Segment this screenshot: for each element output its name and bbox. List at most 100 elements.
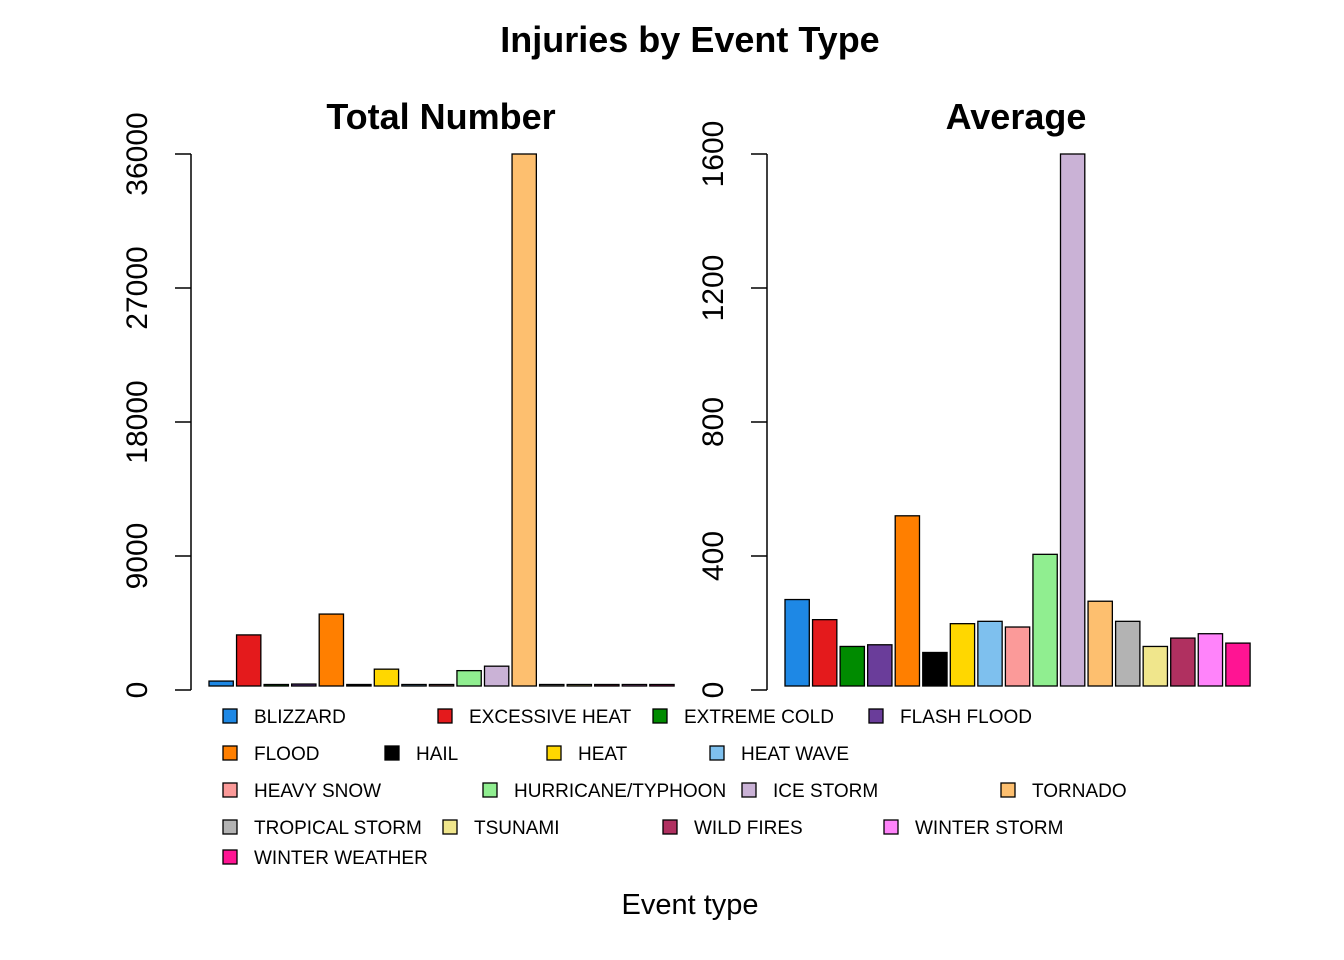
legend-label-hurricane-typhoon: HURRICANE/TYPHOON	[514, 781, 726, 802]
panel-total-number: Total Number 0 9000 18000 27000 36000	[121, 96, 675, 698]
bar-total-number-tornado	[511, 153, 537, 687]
bar-total-number-flood	[318, 613, 345, 687]
bar-average-flood	[894, 515, 921, 687]
legend-item-blizzard: BLIZZARD	[222, 707, 346, 728]
legend-swatch-flash-flood	[868, 708, 884, 724]
legend-label-heavy-snow: HEAVY SNOW	[254, 781, 381, 802]
bar-average-heat-wave	[977, 620, 1003, 687]
legend-item-tornado: TORNADO	[1000, 781, 1127, 802]
legend: BLIZZARD EXCESSIVE HEAT EXTREME COLD FLASH …	[222, 707, 1127, 869]
legend-item-flood: FLOOD	[222, 744, 319, 765]
legend-label-flood: FLOOD	[254, 744, 319, 765]
legend-item-winter-weather: WINTER WEATHER	[222, 848, 428, 869]
panel-title-total-number: Total Number	[326, 96, 555, 137]
legend-item-heavy-snow: HEAVY SNOW	[222, 781, 381, 802]
legend-label-tornado: TORNADO	[1032, 781, 1127, 802]
y-tick-label-average-0: 0	[697, 682, 730, 699]
bar-total-number-ice-storm	[483, 665, 510, 687]
bar-total-number-winter-weather	[649, 683, 675, 687]
bar-average-tropical-storm	[1114, 620, 1141, 687]
y-tick-label-total-number-27000: 27000	[121, 246, 154, 329]
y-tick-label-total-number-18000: 18000	[121, 380, 154, 463]
bar-total-number-hail	[346, 683, 372, 687]
bar-average-tornado	[1087, 600, 1114, 687]
legend-swatch-hail	[384, 745, 400, 761]
legend-swatch-blizzard	[222, 708, 238, 724]
bar-average-wild-fires	[1170, 637, 1196, 687]
bars-total-number	[208, 153, 675, 687]
y-axis-average: 0 400 800 1200 1600	[697, 121, 768, 699]
legend-item-wild-fires: WILD FIRES	[662, 818, 803, 839]
panel-average: Average 0 400 800 1200 1600	[697, 96, 1251, 699]
bar-average-hail	[922, 651, 948, 687]
legend-swatch-wild-fires	[662, 819, 678, 835]
legend-swatch-ice-storm	[741, 782, 757, 798]
bar-average-winter-weather	[1225, 642, 1251, 687]
legend-swatch-hurricane-typhoon	[482, 782, 498, 798]
figure-title: Injuries by Event Type	[500, 19, 879, 60]
bars-average	[784, 153, 1251, 687]
legend-label-flash-flood: FLASH FLOOD	[900, 707, 1032, 728]
legend-label-tropical-storm: TROPICAL STORM	[254, 818, 422, 839]
y-tick-label-average-1600: 1600	[697, 121, 730, 188]
legend-swatch-heavy-snow	[222, 782, 238, 798]
legend-label-extreme-cold: EXTREME COLD	[684, 707, 834, 728]
legend-swatch-tsunami	[442, 819, 458, 835]
bar-total-number-heavy-snow	[428, 683, 455, 687]
legend-swatch-extreme-cold	[652, 708, 668, 724]
bar-average-extreme-cold	[839, 645, 866, 687]
legend-item-extreme-cold: EXTREME COLD	[652, 707, 834, 728]
bar-total-number-wild-fires	[594, 683, 620, 687]
bar-total-number-blizzard	[208, 680, 234, 687]
y-tick-label-average-400: 400	[697, 531, 730, 581]
legend-label-hail: HAIL	[416, 744, 458, 765]
legend-swatch-flood	[222, 745, 238, 761]
legend-item-excessive-heat: EXCESSIVE HEAT	[437, 707, 632, 728]
bar-average-blizzard	[784, 598, 810, 687]
y-tick-label-average-800: 800	[697, 397, 730, 447]
legend-label-blizzard: BLIZZARD	[254, 707, 346, 728]
legend-item-heat-wave: HEAT WAVE	[709, 744, 849, 765]
legend-item-winter-storm: WINTER STORM	[883, 818, 1063, 839]
legend-item-heat: HEAT	[546, 744, 628, 765]
legend-swatch-heat	[546, 745, 562, 761]
legend-item-ice-storm: ICE STORM	[741, 781, 878, 802]
legend-swatch-tornado	[1000, 782, 1016, 798]
y-axis-total-number: 0 9000 18000 27000 36000	[121, 112, 192, 698]
legend-label-wild-fires: WILD FIRES	[694, 818, 803, 839]
legend-label-winter-weather: WINTER WEATHER	[254, 848, 428, 869]
legend-label-ice-storm: ICE STORM	[773, 781, 878, 802]
bar-total-number-winter-storm	[621, 683, 648, 687]
legend-item-hurricane-typhoon: HURRICANE/TYPHOON	[482, 781, 726, 802]
bar-average-heat	[949, 623, 976, 687]
bar-average-tsunami	[1142, 645, 1169, 687]
y-tick-label-average-1200: 1200	[697, 255, 730, 322]
bar-total-number-hurricane-typhoon	[456, 669, 482, 687]
bar-average-ice-storm	[1059, 153, 1086, 687]
bar-total-number-heat-wave	[401, 683, 427, 687]
legend-swatch-heat-wave	[709, 745, 725, 761]
legend-item-tropical-storm: TROPICAL STORM	[222, 818, 422, 839]
legend-label-heat-wave: HEAT WAVE	[741, 744, 849, 765]
legend-label-winter-storm: WINTER STORM	[915, 818, 1063, 839]
panel-title-average: Average	[946, 96, 1087, 137]
bar-average-winter-storm	[1197, 633, 1224, 687]
bar-total-number-extreme-cold	[263, 683, 290, 687]
bar-average-flash-flood	[867, 644, 893, 687]
y-tick-label-total-number-36000: 36000	[121, 112, 154, 195]
legend-swatch-excessive-heat	[437, 708, 453, 724]
bar-average-heavy-snow	[1004, 626, 1031, 687]
legend-label-tsunami: TSUNAMI	[474, 818, 560, 839]
legend-item-tsunami: TSUNAMI	[442, 818, 560, 839]
legend-label-excessive-heat: EXCESSIVE HEAT	[469, 707, 632, 728]
legend-label-heat: HEAT	[578, 744, 628, 765]
legend-item-flash-flood: FLASH FLOOD	[868, 707, 1032, 728]
legend-swatch-winter-storm	[883, 819, 899, 835]
bar-total-number-tropical-storm	[538, 683, 565, 687]
bar-average-hurricane-typhoon	[1032, 553, 1058, 687]
bar-total-number-heat	[373, 668, 400, 687]
bar-total-number-tsunami	[566, 683, 593, 687]
legend-swatch-winter-weather	[222, 849, 238, 865]
